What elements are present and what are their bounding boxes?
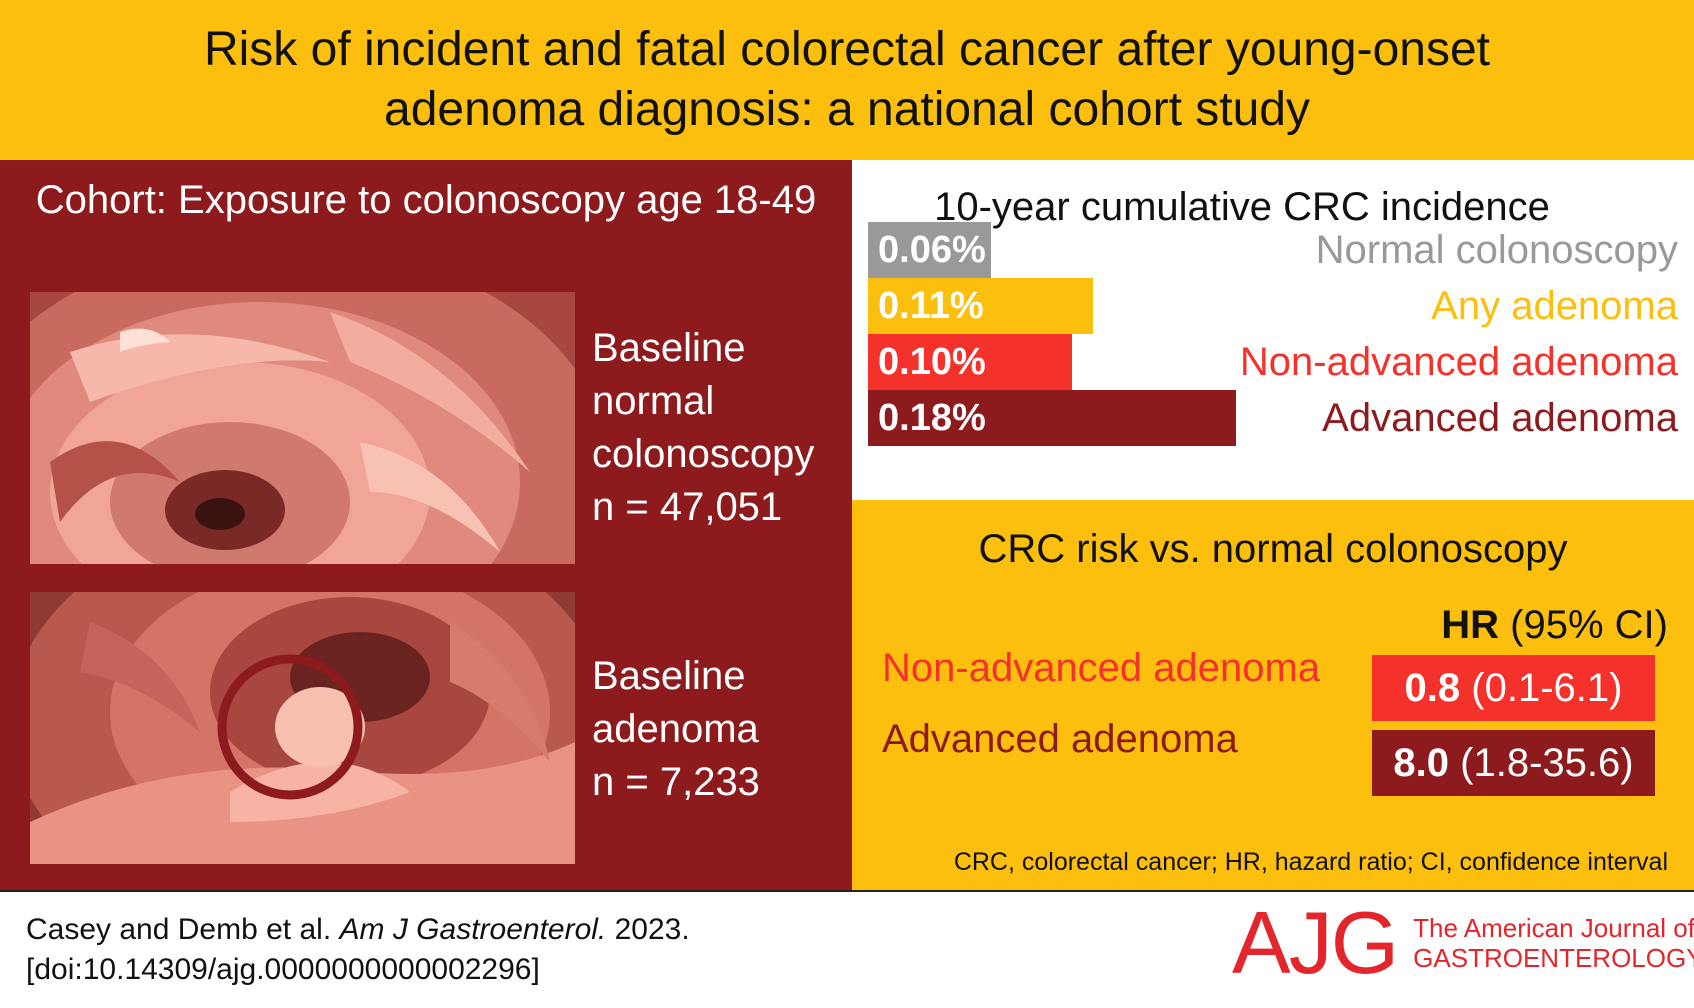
hazard-row-label: Advanced adenoma — [882, 717, 1238, 761]
incidence-title: 10-year cumulative CRC incidence — [934, 185, 1550, 229]
citation-journal: Am J Gastroenterol. — [339, 913, 607, 946]
cohort-panel: Cohort: Exposure to colonoscopy age 18-4… — [0, 160, 852, 890]
group-label-line: colonoscopy — [592, 432, 815, 476]
journal-name: The American Journal of GASTROENTEROLOGY — [1413, 913, 1694, 973]
incidence-bar: 0.11% — [868, 278, 1093, 334]
incidence-category-label: Normal colonoscopy — [1315, 228, 1678, 272]
ajg-logo-mark: AJG — [1232, 893, 1399, 992]
footnote: CRC, colorectal cancer; HR, hazard ratio… — [953, 848, 1668, 876]
adenoma-group: Baseline adenoma n = 7,233 — [592, 650, 760, 809]
group-label-line: Baseline — [592, 326, 746, 370]
group-count: n = 7,233 — [592, 760, 760, 804]
group-label-line: Baseline — [592, 654, 746, 698]
citation-doi: [doi:10.14309/ajg.0000000000002296] — [26, 953, 540, 986]
incidence-bar-row: 0.06% Normal colonoscopy — [868, 222, 1678, 278]
journal-name-line2: GASTROENTEROLOGY — [1413, 943, 1694, 973]
hazard-ci: (0.1-6.1) — [1460, 666, 1623, 710]
citation: Casey and Demb et al. Am J Gastroenterol… — [26, 910, 690, 990]
incidence-value-label: 0.18% — [878, 397, 986, 439]
hazard-value-box: 0.8 (0.1-6.1) — [1372, 655, 1655, 721]
incidence-value-label: 0.06% — [878, 229, 986, 271]
incidence-bar: 0.18% — [868, 390, 1236, 446]
incidence-value-label: 0.11% — [878, 285, 984, 327]
incidence-category-label: Advanced adenoma — [1322, 396, 1678, 440]
incidence-category-label: Any adenoma — [1431, 284, 1678, 328]
incidence-bar-row: 0.10% Non-advanced adenoma — [868, 334, 1678, 390]
adenoma-colonoscopy-image — [30, 592, 575, 864]
incidence-value-label: 0.10% — [878, 341, 986, 383]
normal-colonoscopy-group: Baseline normal colonoscopy n = 47,051 — [592, 322, 814, 534]
incidence-category-label: Non-advanced adenoma — [1239, 340, 1678, 384]
citation-year: 2023. — [606, 913, 690, 946]
header-banner: Risk of incident and fatal colorectal ca… — [0, 0, 1694, 160]
normal-colonoscopy-image — [30, 292, 575, 564]
incidence-bar: 0.10% — [868, 334, 1072, 390]
group-label-line: normal — [592, 379, 715, 423]
group-label-line: adenoma — [592, 707, 759, 751]
hr-header-bold: HR — [1441, 603, 1500, 647]
group-count: n = 47,051 — [592, 485, 783, 529]
hazard-value: 8.0 — [1393, 741, 1450, 785]
hazard-column-header: HR (95% CI) — [1441, 600, 1668, 650]
hazard-value: 0.8 — [1404, 666, 1461, 710]
cohort-title: Cohort: Exposure to colonoscopy age 18-4… — [35, 178, 817, 222]
hazard-panel: CRC risk vs. normal colonoscopy HR (95% … — [852, 500, 1694, 890]
hazard-ci: (1.8-35.6) — [1449, 741, 1634, 785]
hazard-title: CRC risk vs. normal colonoscopy — [978, 527, 1568, 571]
incidence-bar-row: 0.18% Advanced adenoma — [868, 390, 1678, 446]
hazard-row-label: Non-advanced adenoma — [882, 646, 1321, 690]
citation-authors: Casey and Demb et al. — [26, 913, 340, 946]
divider — [0, 890, 1694, 892]
page-title: Risk of incident and fatal colorectal ca… — [203, 23, 1491, 136]
citation-line1: Casey and Demb et al. Am J Gastroenterol… — [26, 910, 690, 950]
journal-name-line1: The American Journal of — [1413, 913, 1694, 943]
incidence-bar-row: 0.11% Any adenoma — [868, 278, 1678, 334]
journal-logo: AJG The American Journal of GASTROENTERO… — [1232, 898, 1694, 988]
hazard-value-box: 8.0 (1.8-35.6) — [1372, 730, 1655, 796]
hr-header-ci: (95% CI) — [1499, 603, 1668, 647]
incidence-panel: 10-year cumulative CRC incidence 0.06% No… — [852, 160, 1694, 500]
incidence-bar: 0.06% — [868, 222, 991, 278]
